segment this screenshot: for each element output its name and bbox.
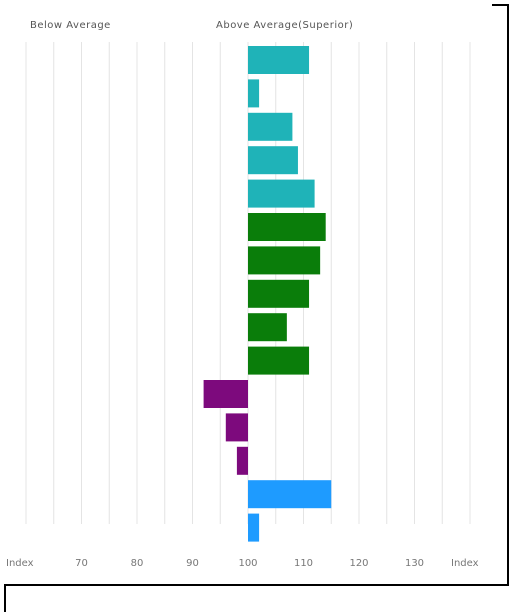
frame-bottom-rule (4, 584, 509, 586)
bar-6 (248, 213, 326, 241)
bar-10 (248, 346, 310, 375)
frame-top-rule (492, 4, 508, 6)
bar-4 (248, 146, 298, 175)
bar-9 (248, 313, 287, 342)
x-tick-label: 90 (186, 558, 199, 569)
above-average-label: Above Average(Superior) (216, 20, 354, 31)
bar-7 (248, 246, 321, 275)
bar-8 (248, 279, 310, 308)
x-tick-label: 70 (75, 558, 88, 569)
x-tick-label: 130 (405, 558, 424, 569)
bar-12 (225, 413, 248, 442)
below-average-label: Below Average (30, 20, 111, 31)
bar-2 (248, 79, 260, 108)
frame-left-rule (4, 584, 6, 612)
bar-15 (248, 513, 260, 542)
bar-13 (236, 446, 248, 475)
x-tick-label: 120 (349, 558, 368, 569)
x-axis-end-label-right: Index (451, 558, 479, 569)
bar-11 (203, 380, 248, 408)
x-tick-label: 80 (131, 558, 144, 569)
bar-3 (248, 112, 293, 141)
bar-1 (248, 46, 310, 74)
x-axis-end-label-left: Index (6, 558, 34, 569)
frame-right-rule (507, 4, 509, 586)
bar-5 (248, 179, 315, 208)
bar-14 (248, 480, 332, 509)
x-tick-label: 110 (294, 558, 313, 569)
x-tick-label: 100 (238, 558, 257, 569)
